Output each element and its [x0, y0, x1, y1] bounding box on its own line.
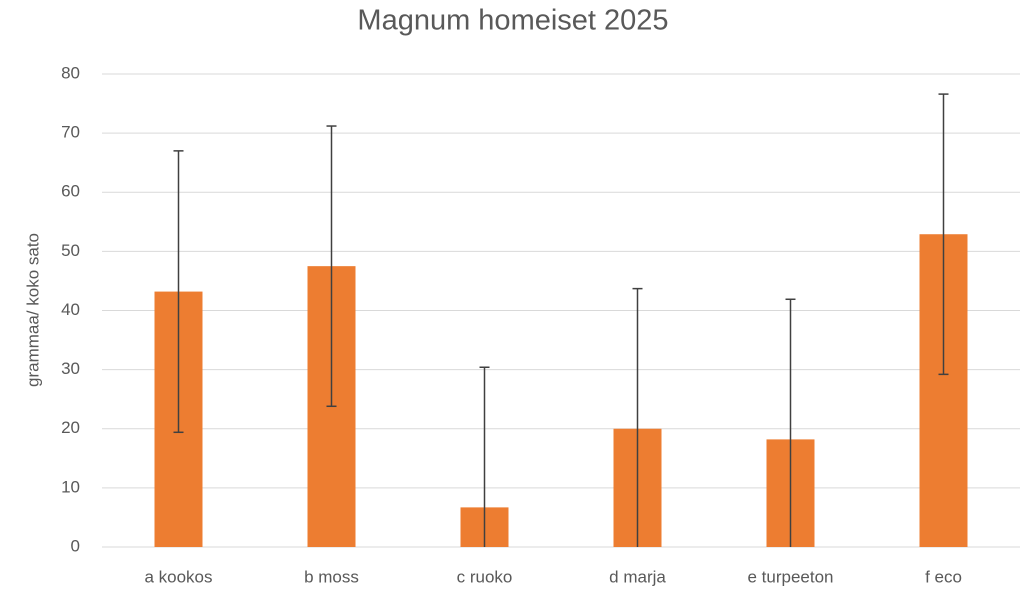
x-tick-label: b moss: [304, 567, 359, 586]
x-tick-label: c ruoko: [457, 567, 513, 586]
y-tick-label: 20: [61, 418, 80, 437]
error-bar: [326, 125, 337, 408]
error-bar: [479, 366, 490, 547]
x-tick-label: a kookos: [144, 567, 212, 586]
y-tick-label: 30: [61, 359, 80, 378]
y-axis-label: grammaa/ koko sato: [23, 233, 42, 387]
y-tick-label: 60: [61, 182, 80, 201]
chart-title: Magnum homeiset 2025: [357, 5, 668, 37]
y-tick-label: 80: [61, 63, 80, 82]
x-tick-label: d marja: [609, 567, 666, 586]
error-bar: [785, 298, 796, 547]
x-tick-label: e turpeeton: [747, 567, 833, 586]
y-tick-label: 70: [61, 123, 80, 142]
error-bar: [938, 93, 949, 376]
error-bar: [632, 287, 643, 547]
y-tick-label: 0: [71, 536, 80, 555]
y-tick-label: 50: [61, 241, 80, 260]
error-bar: [173, 150, 184, 434]
y-tick-label: 40: [61, 300, 80, 319]
x-tick-label: f eco: [925, 567, 962, 586]
y-tick-label: 10: [61, 477, 80, 496]
